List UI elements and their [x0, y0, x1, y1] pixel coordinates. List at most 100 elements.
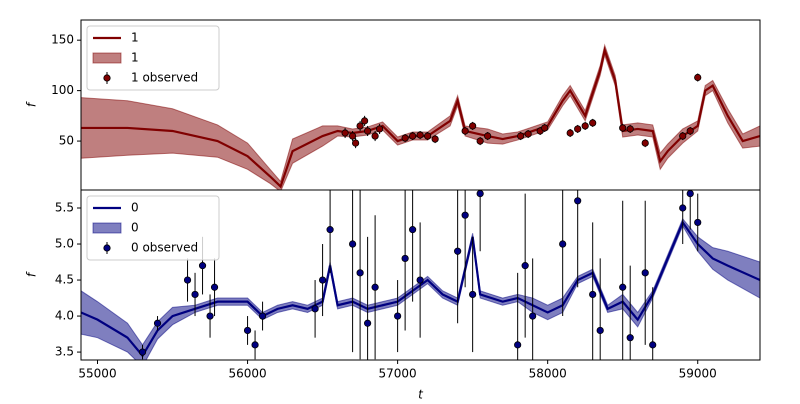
x-tick-label: 55000	[78, 367, 116, 381]
observed-point	[326, 226, 334, 234]
legend: 1 1 1 observed	[86, 25, 220, 91]
x-tick-label: 56000	[228, 367, 266, 381]
observed-point	[138, 348, 147, 356]
observed-point	[341, 129, 349, 137]
observed-point	[311, 305, 319, 313]
observed-point	[243, 326, 252, 335]
legend-label: 1	[131, 31, 139, 45]
plot-area	[81, 43, 760, 190]
observed-point	[364, 319, 372, 327]
observed-point	[198, 262, 207, 270]
observed-point	[183, 276, 192, 284]
observed-point	[401, 254, 409, 263]
observed-point	[517, 132, 525, 140]
observed-point	[356, 269, 364, 277]
observed-point	[356, 122, 364, 130]
observed-point	[679, 204, 687, 212]
y-tick-label: 5.5	[55, 201, 74, 215]
legend-box	[86, 195, 220, 261]
x-tick-label: 58000	[529, 367, 567, 381]
observed-point	[206, 312, 214, 320]
observed-point	[649, 341, 657, 349]
confidence-band	[81, 43, 760, 190]
legend-label: 0 observed	[131, 241, 198, 255]
observed-point	[524, 130, 532, 138]
y-tick-label: 150	[51, 33, 74, 47]
observed-point	[409, 226, 417, 234]
observed-point	[454, 247, 462, 255]
y-tick-label: 4.5	[55, 273, 74, 287]
observed-point	[694, 73, 702, 82]
observed-point	[679, 132, 687, 140]
observed-point	[589, 119, 597, 127]
mean-line	[81, 46, 760, 189]
legend-marker	[103, 244, 111, 252]
observed-point	[424, 132, 432, 140]
observed-point	[191, 290, 199, 299]
observed-point	[371, 132, 379, 140]
observed-point	[394, 312, 402, 320]
observed-point	[401, 134, 409, 142]
observed-point	[641, 269, 649, 277]
observed-point	[694, 218, 702, 227]
observed-point	[431, 135, 439, 143]
legend-label: 1 observed	[131, 71, 198, 85]
observed-point	[210, 283, 219, 291]
observed-point	[686, 127, 694, 135]
x-tick-label: 59000	[679, 367, 717, 381]
observed-point	[251, 341, 259, 349]
observed-point	[619, 283, 627, 291]
axes-frame	[80, 189, 761, 361]
legend-label: 0	[131, 221, 139, 235]
observed-point	[469, 290, 477, 299]
observed-point	[348, 240, 357, 248]
observed-point	[596, 326, 604, 335]
observed-point	[469, 122, 477, 130]
observed-point	[641, 139, 649, 147]
observed-point	[626, 334, 634, 342]
observed-point	[529, 312, 537, 320]
observed-point	[371, 283, 379, 291]
legend-patch	[92, 222, 122, 234]
legend-label: 0	[131, 201, 139, 215]
observed-point	[559, 240, 567, 248]
y-tick-label: 5.0	[55, 237, 74, 251]
legend-box	[86, 25, 220, 91]
y-axis-label: f	[25, 101, 39, 107]
y-tick-label: 100	[51, 83, 74, 97]
observed-point	[574, 197, 582, 205]
x-axis-label: t	[418, 388, 424, 401]
x-tick-label: 57000	[379, 367, 417, 381]
mean-line	[81, 220, 760, 358]
y-tick-label: 50	[59, 134, 74, 148]
legend-patch	[92, 52, 122, 64]
observed-point	[409, 132, 417, 140]
legend-marker	[103, 74, 111, 82]
observed-point	[461, 127, 469, 135]
observed-point	[364, 127, 372, 135]
observed-point	[361, 117, 369, 125]
observed-point	[318, 276, 327, 284]
y-tick-label: 4.0	[55, 309, 74, 323]
observed-point	[376, 125, 384, 133]
observed-point	[574, 125, 582, 133]
legend-label: 1	[131, 51, 139, 65]
observed-point	[589, 290, 597, 299]
legend: 0 0 0 observed	[86, 195, 220, 261]
observed-point	[541, 124, 549, 132]
observed-point	[348, 132, 357, 140]
observed-point	[416, 276, 424, 284]
observed-point	[566, 129, 574, 137]
observed-point	[352, 139, 360, 147]
observed-point	[686, 190, 694, 198]
plot-area	[81, 190, 760, 360]
observed-point	[461, 211, 469, 219]
observed-point	[153, 319, 162, 327]
observed-point	[581, 122, 589, 130]
observed-point	[416, 131, 424, 139]
observed-point	[476, 137, 484, 145]
observed-point	[258, 312, 267, 320]
observed-point	[476, 190, 484, 198]
y-axis-label: f	[25, 271, 39, 277]
